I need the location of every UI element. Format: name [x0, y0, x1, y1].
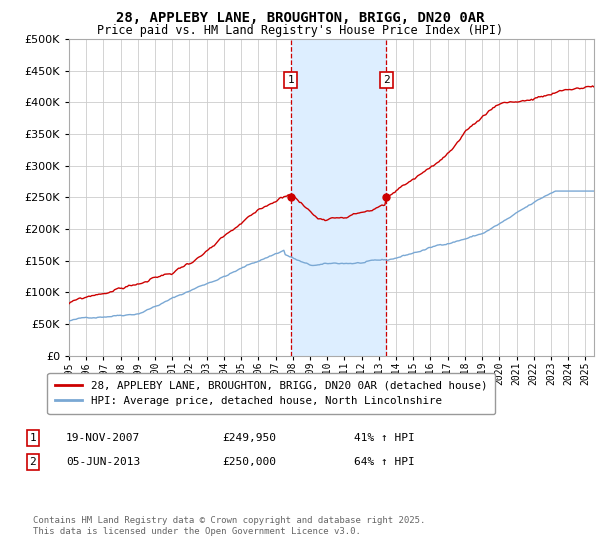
Text: Price paid vs. HM Land Registry's House Price Index (HPI): Price paid vs. HM Land Registry's House … — [97, 24, 503, 36]
Text: 1: 1 — [287, 76, 294, 85]
Text: 2: 2 — [29, 457, 37, 467]
Text: 2: 2 — [383, 76, 389, 85]
Text: 28, APPLEBY LANE, BROUGHTON, BRIGG, DN20 0AR: 28, APPLEBY LANE, BROUGHTON, BRIGG, DN20… — [116, 11, 484, 25]
Text: 41% ↑ HPI: 41% ↑ HPI — [354, 433, 415, 443]
Text: £250,000: £250,000 — [222, 457, 276, 467]
Bar — [291, 39, 386, 356]
Text: 64% ↑ HPI: 64% ↑ HPI — [354, 457, 415, 467]
Text: This data is licensed under the Open Government Licence v3.0.: This data is licensed under the Open Gov… — [33, 528, 361, 536]
Text: Contains HM Land Registry data © Crown copyright and database right 2025.: Contains HM Land Registry data © Crown c… — [33, 516, 425, 525]
Text: £249,950: £249,950 — [222, 433, 276, 443]
Text: 19-NOV-2007: 19-NOV-2007 — [66, 433, 140, 443]
Text: 1: 1 — [29, 433, 37, 443]
Legend: 28, APPLEBY LANE, BROUGHTON, BRIGG, DN20 0AR (detached house), HPI: Average pric: 28, APPLEBY LANE, BROUGHTON, BRIGG, DN20… — [47, 373, 495, 414]
Text: 05-JUN-2013: 05-JUN-2013 — [66, 457, 140, 467]
